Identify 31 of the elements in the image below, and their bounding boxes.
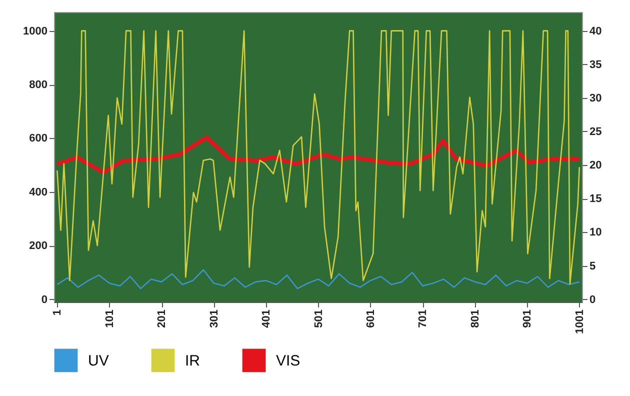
y-tick-label: 800 <box>29 79 48 91</box>
x-tick-label: 1001 <box>574 310 586 334</box>
y2-tick-label: 25 <box>590 126 602 138</box>
y2-tick-label: 40 <box>590 25 602 38</box>
x-tick-label: 301 <box>208 310 220 328</box>
legend-label: VIS <box>276 352 300 370</box>
y-tick-label: 600 <box>29 132 48 145</box>
line-series <box>56 269 580 290</box>
y2-tick-label: 30 <box>590 92 602 104</box>
legend-label: UV <box>88 352 109 370</box>
x-tick-label: 201 <box>156 310 168 328</box>
x-tick-label: 101 <box>104 310 116 328</box>
x-tick-label: 501 <box>312 310 325 328</box>
x-tick-label: 701 <box>417 310 430 328</box>
y2-tick-label: 35 <box>590 58 602 71</box>
x-tick-label: 401 <box>260 310 273 328</box>
y-tick-label: 400 <box>29 186 48 198</box>
y-tick-label: 200 <box>29 240 48 252</box>
x-tick-label: 801 <box>469 310 482 328</box>
y2-tick-label: 10 <box>590 226 602 239</box>
x-tick-label: 1 <box>52 310 64 316</box>
y2-tick-label: 0 <box>590 294 596 306</box>
x-tick-label: 601 <box>364 310 377 328</box>
legend-label: IR <box>185 352 200 370</box>
line-series <box>56 30 580 285</box>
y2-tick-label: 15 <box>590 193 602 206</box>
y2-tick-label: 5 <box>590 260 596 272</box>
x-tick-label: 901 <box>522 310 534 328</box>
y-tick-label: 0 <box>41 294 48 306</box>
y2-tick-label: 20 <box>590 160 602 172</box>
y-tick-label: 1000 <box>23 25 48 38</box>
